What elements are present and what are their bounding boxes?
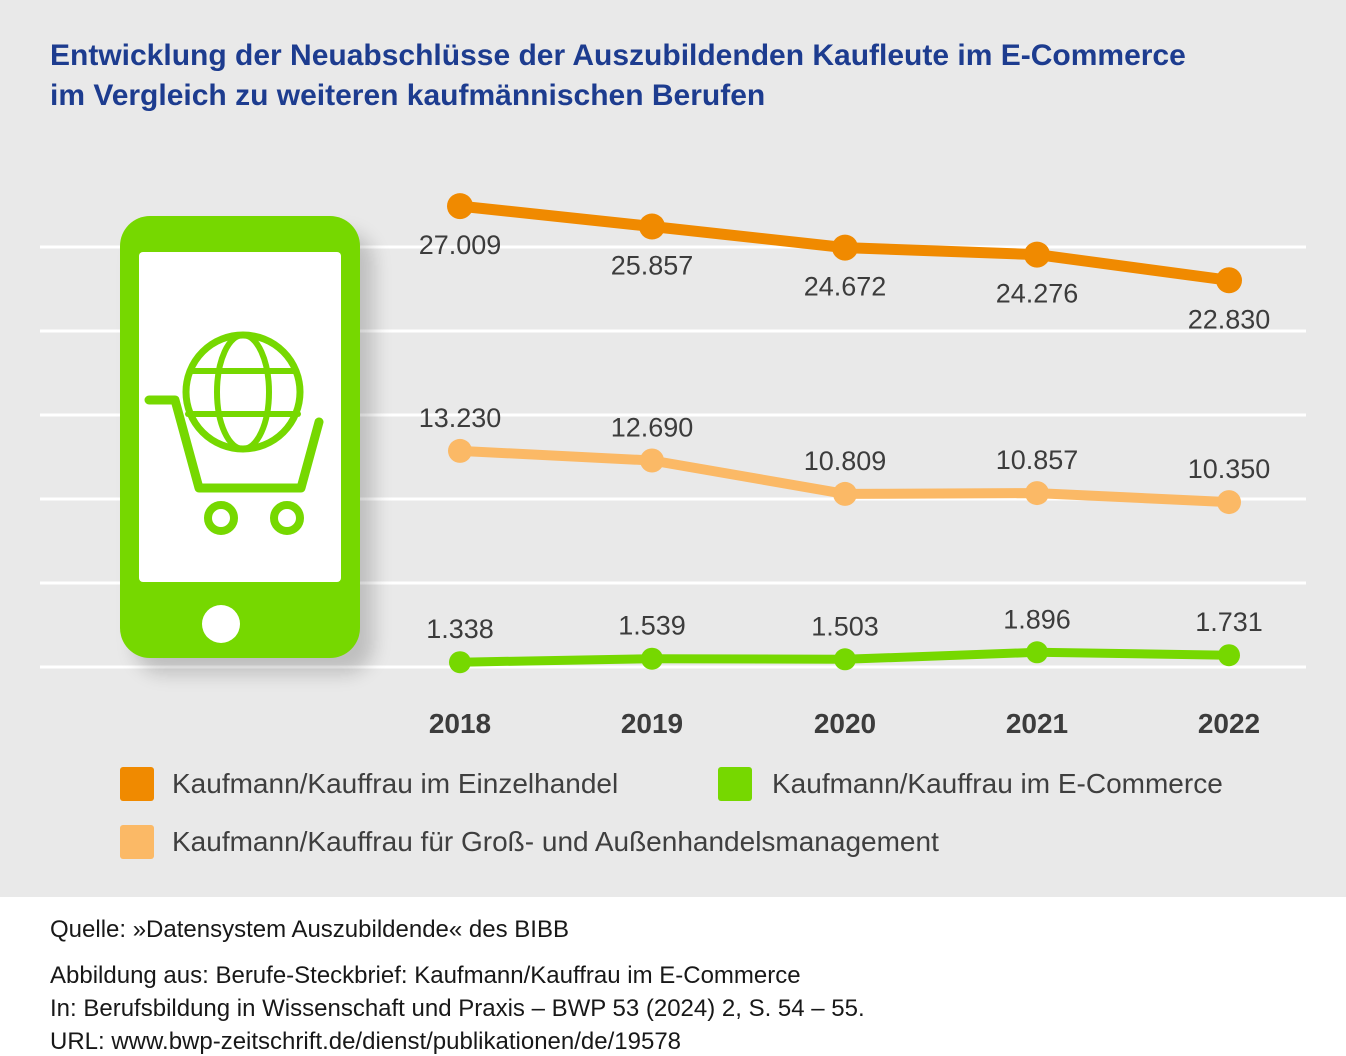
- data-point: [1217, 490, 1241, 515]
- value-label: 24.276: [996, 279, 1079, 309]
- x-axis-label: 2020: [814, 708, 876, 739]
- smartphone-ecommerce-icon: [120, 216, 360, 658]
- value-label: 22.830: [1188, 304, 1271, 334]
- data-point: [1024, 241, 1050, 268]
- data-point: [448, 438, 472, 463]
- cart-icon: [144, 395, 324, 493]
- x-axis-label: 2021: [1006, 708, 1068, 739]
- value-label: 10.809: [804, 446, 887, 476]
- cart-wheel-left: [204, 501, 238, 535]
- data-point: [1025, 481, 1049, 506]
- page-title-line1: Entwicklung der Neuabschlüsse der Auszub…: [50, 39, 1186, 72]
- data-point: [639, 213, 665, 240]
- x-axis-label: 2018: [429, 708, 491, 739]
- data-point: [834, 648, 856, 671]
- value-label: 1.338: [426, 614, 494, 644]
- value-label: 27.009: [419, 230, 502, 260]
- legend-swatch-ecommerce: [718, 767, 752, 801]
- globe-icon: [182, 331, 304, 453]
- x-axis-label: 2022: [1198, 708, 1260, 739]
- value-label: 1.896: [1003, 604, 1071, 634]
- attribution-line3: URL: www.bwp-zeitschrift.de/dienst/publi…: [50, 1028, 682, 1055]
- phone-screen: [139, 252, 341, 582]
- legend-swatch-grosshandel: [120, 825, 154, 859]
- value-label: 13.230: [419, 403, 502, 433]
- value-label: 10.350: [1188, 454, 1271, 484]
- value-label: 1.539: [618, 611, 686, 641]
- legend-swatch-einzelhandel: [120, 767, 154, 801]
- attribution-line1: Abbildung aus: Berufe-Steckbrief: Kaufma…: [50, 962, 801, 989]
- globe-cart-icon: [144, 331, 324, 535]
- data-point: [1216, 267, 1242, 294]
- value-label: 1.503: [811, 611, 879, 641]
- legend-label-ecommerce: Kaufmann/Kauffrau im E-Commerce: [772, 768, 1223, 799]
- data-point: [1026, 641, 1048, 664]
- legend-label-grosshandel: Kaufmann/Kauffrau für Groß- und Außenhan…: [172, 826, 939, 857]
- page-title-line2: im Vergleich zu weiteren kaufmännischen …: [50, 79, 766, 112]
- value-label: 24.672: [804, 272, 887, 302]
- data-point: [641, 647, 663, 670]
- value-label: 1.731: [1195, 607, 1263, 637]
- source-note: Quelle: »Datensystem Auszubildende« des …: [50, 916, 569, 943]
- legend-label-einzelhandel: Kaufmann/Kauffrau im Einzelhandel: [172, 768, 619, 799]
- data-point: [1218, 644, 1240, 667]
- data-point: [832, 234, 858, 261]
- value-label: 25.857: [611, 251, 694, 281]
- x-axis-label: 2019: [621, 708, 683, 739]
- data-point: [447, 193, 473, 220]
- page-title: Entwicklung der Neuabschlüsse der Auszub…: [50, 36, 1186, 116]
- cart-wheel-right: [270, 501, 304, 535]
- data-point: [640, 448, 664, 473]
- data-point: [833, 481, 857, 506]
- phone-home-button: [202, 605, 240, 643]
- value-label: 10.857: [996, 445, 1079, 475]
- data-point: [449, 651, 471, 674]
- attribution-line2: In: Berufsbildung in Wissenschaft und Pr…: [50, 995, 865, 1022]
- value-label: 12.690: [611, 413, 694, 443]
- footer-background: [0, 897, 1346, 1053]
